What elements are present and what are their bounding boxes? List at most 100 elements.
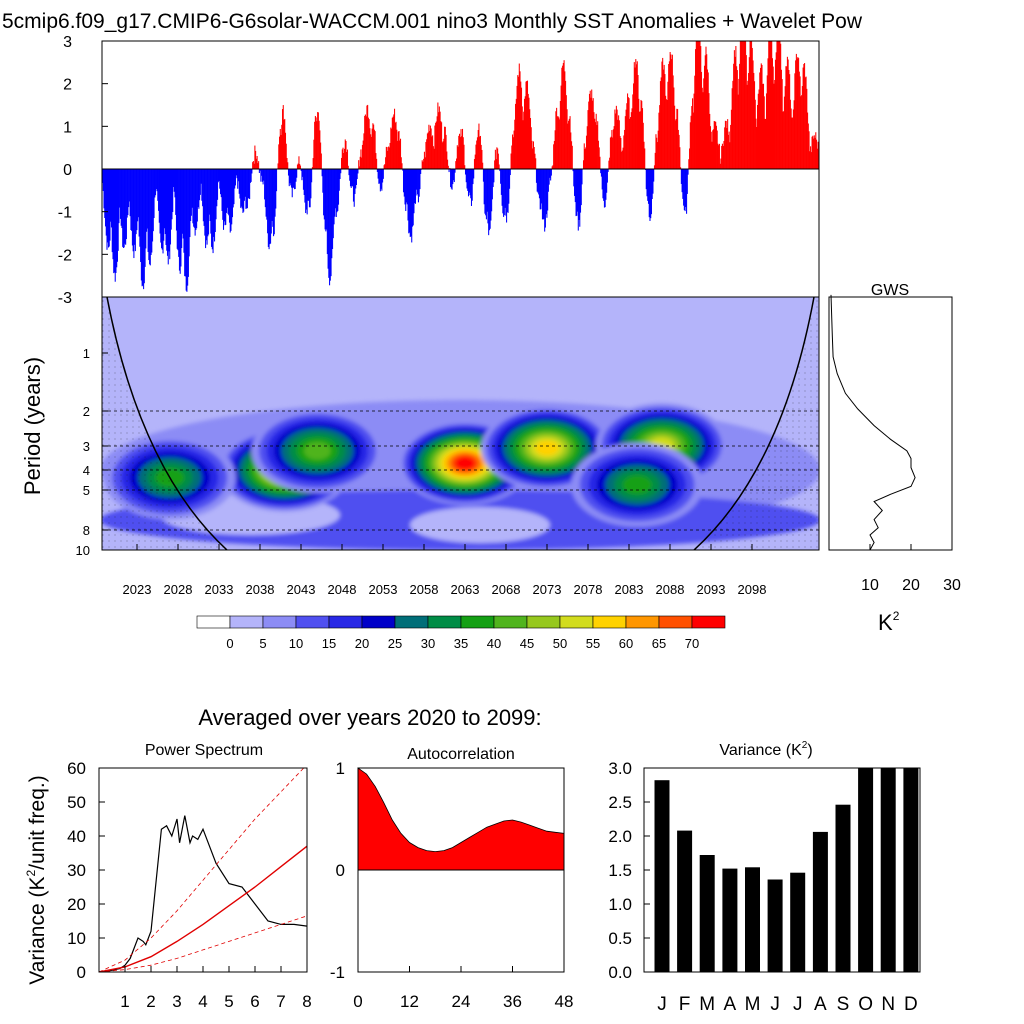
anomaly-bar [220, 169, 222, 195]
y-tick-label: 10 [76, 543, 90, 558]
anomaly-bar [454, 169, 456, 173]
anomaly-bar [271, 169, 273, 221]
anomaly-bar [732, 80, 734, 169]
anomaly-bar [720, 158, 722, 169]
legend-label: 65 [652, 636, 666, 651]
anomaly-bar [757, 93, 759, 169]
anomaly-bar [473, 159, 475, 169]
anomaly-bar [320, 153, 322, 169]
anomaly-bar [658, 112, 660, 169]
power-spectrum-y-axis-label: Variance (K2/unit freq.) [24, 775, 49, 984]
anomaly-bar [472, 169, 474, 185]
anomaly-bar [506, 169, 508, 223]
anomaly-bar [550, 169, 552, 176]
anomaly-bar [522, 120, 524, 169]
anomaly-bar [282, 109, 284, 169]
y-tick-label: 0 [63, 162, 72, 179]
anomaly-bar [799, 76, 801, 169]
anomaly-bar [170, 169, 172, 230]
anomaly-bar [632, 94, 634, 169]
anomaly-bar [606, 169, 608, 193]
anomaly-bar [804, 63, 806, 169]
anomaly-bar [343, 152, 345, 169]
power-spectrum-ticks: 1 2 3 4 5 6 7 8 0 10 20 30 40 50 60 [67, 759, 312, 1011]
anomaly-bar [526, 80, 528, 169]
anomaly-bar [336, 169, 338, 213]
anomaly-bar [740, 41, 742, 169]
anomaly-bar [146, 169, 148, 229]
anomaly-bar [129, 169, 131, 217]
anomaly-bar [459, 137, 461, 169]
anomaly-bar [456, 145, 458, 169]
anomaly-bar [181, 169, 183, 234]
anomaly-bar [795, 53, 797, 169]
anomaly-bar [688, 159, 690, 169]
anomaly-bar [345, 140, 347, 169]
anomaly-bar [273, 169, 275, 235]
anomaly-bar [365, 116, 367, 169]
anomaly-bar [647, 169, 649, 201]
anomaly-bar [518, 76, 520, 169]
x-tick-label: 2058 [410, 582, 439, 597]
anomaly-bar [585, 147, 587, 169]
anomaly-bar [399, 140, 401, 169]
power-spectrum-title: Power Spectrum [145, 742, 263, 759]
anomaly-bar [735, 45, 737, 170]
anomaly-bar [268, 169, 270, 250]
anomaly-bar [517, 75, 519, 169]
anomaly-bar [211, 169, 213, 250]
anomaly-bar [223, 169, 225, 222]
anomaly-bar [465, 169, 467, 183]
anomaly-bar [467, 169, 469, 191]
anomaly-bar [330, 169, 332, 277]
anomaly-bar [208, 169, 210, 235]
anomaly-bar [398, 131, 400, 169]
anomaly-bar [765, 93, 768, 169]
x-tick-label: 2068 [492, 582, 521, 597]
anomaly-bar [132, 169, 134, 252]
wavelet-y-axis-label: Period (years) [20, 357, 45, 495]
power-contour [410, 507, 550, 543]
anomaly-bar [574, 169, 576, 203]
anomaly-bar [550, 169, 552, 181]
anomaly-bar [533, 147, 535, 169]
anomaly-bar [321, 169, 323, 177]
timeseries-bars [102, 41, 819, 292]
anomaly-bar [475, 144, 477, 169]
anomaly-bar [287, 162, 289, 169]
anomaly-bar [249, 169, 251, 183]
variance-bar [677, 830, 693, 972]
anomaly-bar [386, 147, 388, 169]
legend-label: 10 [289, 636, 303, 651]
anomaly-bar [187, 169, 189, 277]
legend-label: 55 [586, 636, 600, 651]
anomaly-bar [181, 169, 183, 249]
anomaly-bar [684, 169, 686, 212]
anomaly-bar [171, 169, 173, 220]
variance-bars [654, 768, 919, 972]
anomaly-bar [193, 169, 195, 228]
wavelet-panel: 1 2 3 4 5 8 10 2023 2028 2033 2038 2043 2048 2053 205… [20, 296, 820, 597]
y-tick-label: 5 [83, 483, 90, 498]
x-tick-label: M [745, 994, 761, 1015]
anomaly-bar [438, 106, 440, 169]
anomaly-bar [136, 169, 138, 231]
anomaly-bar [202, 169, 204, 222]
anomaly-bar [784, 86, 786, 169]
anomaly-bar [292, 169, 294, 188]
anomaly-bar [466, 169, 468, 189]
anomaly-bar [516, 85, 518, 169]
anomaly-bar [794, 73, 796, 169]
anomaly-bar [351, 169, 353, 186]
anomaly-bar [660, 77, 662, 169]
anomaly-bar [243, 169, 245, 212]
anomaly-bar [159, 169, 161, 234]
anomaly-bar [655, 134, 657, 169]
anomaly-bar [229, 169, 231, 233]
anomaly-bar [326, 169, 328, 255]
anomaly-bar [598, 147, 600, 169]
anomaly-bar [264, 169, 266, 200]
anomaly-bar [691, 106, 693, 169]
anomaly-bar [376, 169, 378, 172]
